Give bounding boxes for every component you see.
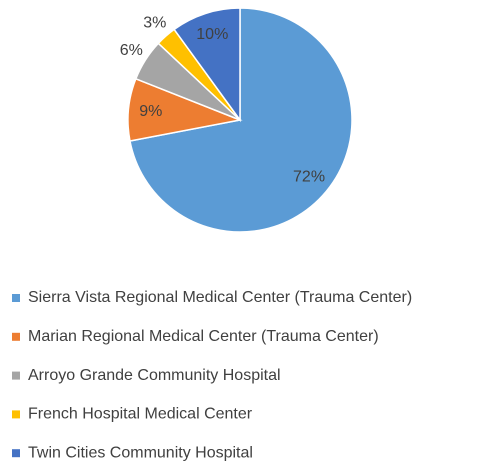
legend-swatch [12, 332, 20, 341]
data-label: 10% [196, 26, 228, 43]
legend-label: French Hospital Medical Center [28, 406, 253, 423]
legend-label: Twin Cities Community Hospital [28, 444, 253, 461]
legend-swatch [12, 449, 20, 458]
pie-slice [173, 7, 241, 123]
data-label: 6% [120, 42, 143, 59]
legend-label: Arroyo Grande Community Hospital [28, 367, 281, 384]
legend-swatch [12, 371, 20, 380]
legend-swatch [12, 294, 20, 302]
legend-label: Sierra Vista Regional Medical Center (Tr… [28, 289, 412, 306]
data-label: 3% [143, 15, 166, 32]
legend-label: Marian Regional Medical Center (Trauma C… [28, 328, 379, 345]
legend-swatch [12, 410, 20, 419]
data-label: 72% [293, 168, 325, 185]
data-label: 9% [139, 103, 162, 120]
